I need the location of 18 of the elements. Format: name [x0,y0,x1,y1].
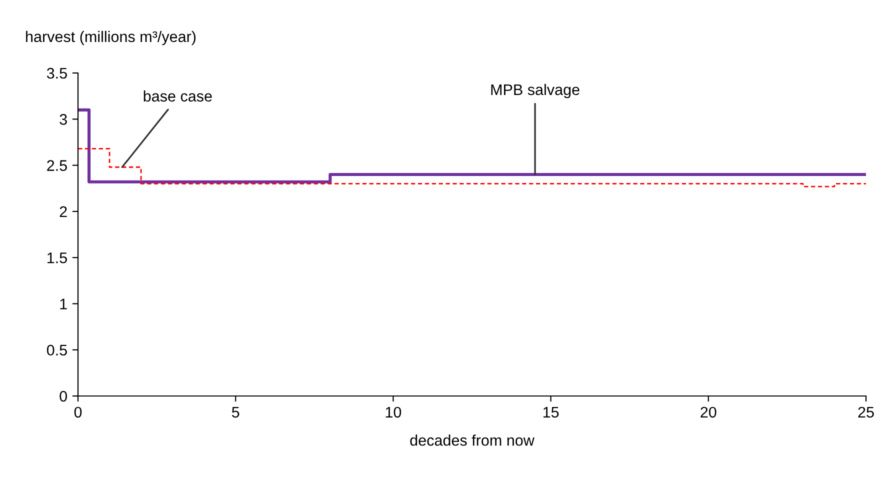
y-axis-title: harvest (millions m³/year) [26,30,196,46]
x-tick-label: 20 [700,406,716,418]
y-tick-label: 3 [60,114,67,125]
y-tick-label: 0.5 [46,344,67,356]
y-tick-label: 0 [60,390,67,402]
annotation: base case [144,90,212,102]
x-tick-label: 10 [386,406,402,418]
x-tick-label: 15 [543,406,559,418]
y-tick-label: 3.5 [46,68,67,79]
annotation: MPB salvage [491,84,580,98]
x-tick-label: 0 [74,406,82,418]
x-tick-label: 25 [858,406,874,418]
x-axis-title: decades from now [410,434,534,446]
y-tick-label: 1.5 [48,252,67,264]
y-tick-label: 1 [60,298,67,310]
y-tick-label: 2 [60,206,67,217]
x-tick-label: 5 [232,406,240,418]
y-tick-label: 2.5 [47,160,67,171]
